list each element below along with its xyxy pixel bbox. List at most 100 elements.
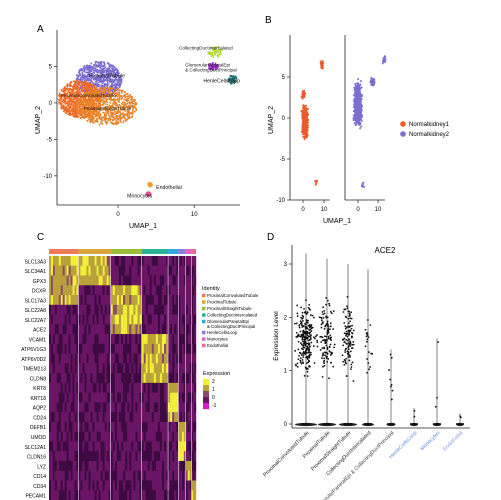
panel-c-heat-cell (66, 256, 69, 266)
panel-c-heat-cell (141, 314, 144, 325)
panel-c-heat-cell (149, 431, 152, 442)
panel-c-heat-cell (133, 441, 136, 452)
panel-c-heat-cell (166, 334, 169, 345)
panel-c-heat-cell (78, 256, 81, 266)
panel-c-heat-cell (64, 334, 67, 345)
panel-c-heat-cell (108, 343, 111, 354)
panel-c-heat-cell (141, 421, 144, 432)
panel-c-heat-cell (60, 334, 63, 345)
panel-c-heat-cell (50, 392, 54, 403)
panel-c-heat-cell (131, 431, 134, 442)
panel-c-heat-cell (74, 470, 77, 481)
panel-c-heat-cell (70, 421, 73, 432)
panel-c-heat-cell (92, 353, 95, 364)
panel-c-heat-cell (161, 334, 165, 345)
panel-c-heat-cell (106, 441, 109, 452)
panel-c-heat-cell (176, 490, 179, 500)
panel-c-heat-cell (110, 490, 113, 500)
panel-c-heat-cell (102, 402, 105, 413)
panel-c-heat-cell (168, 412, 171, 423)
panel-c-heat-cell (149, 392, 152, 403)
panel-c-heat-cell (123, 373, 126, 384)
panel-c-heat-cell (129, 275, 132, 286)
panel-c-heat-cell (64, 382, 67, 393)
panel-c-heat-cell (94, 295, 97, 305)
panel-c-heat-cell (50, 353, 54, 364)
panel-c-heat-cell (149, 460, 152, 471)
panel-c-heat-cell (72, 392, 75, 403)
panel-c-heat-cell (178, 373, 181, 384)
panel-c-heat-cell (60, 382, 63, 393)
panel-c-heat-cell (161, 421, 165, 432)
panel-c-heat-cell (92, 334, 95, 345)
panel-c-heat-cell (104, 343, 107, 354)
panel-c-heat-cell (62, 343, 65, 354)
panel-c-heat-cell (108, 460, 111, 471)
panel-c-heat-cell (180, 490, 183, 500)
panel-d-zero-points (322, 423, 332, 425)
panel-c-heat-cell (112, 343, 116, 354)
panel-c-heat-cell (168, 373, 171, 384)
panel-c-heat-cell (145, 421, 148, 432)
panel-c-heat-cell (92, 412, 95, 423)
panel-c-heat-cell (84, 441, 87, 452)
panel-c-heat-cell (86, 470, 89, 481)
panel-c-heat-cell (80, 421, 83, 432)
panel-c-heat-cell (100, 441, 103, 452)
panel-c-heat-cell (121, 392, 124, 403)
panel-c-heat-cell (135, 412, 138, 423)
panel-c-heat-cell (50, 343, 54, 354)
panel-c-heat-cell (106, 363, 109, 374)
panel-c-heat-cell (139, 460, 142, 471)
panel-c-heat-cell (151, 304, 155, 315)
panel-c-heat-cell (163, 402, 167, 413)
panel-c-heat-cell (155, 441, 159, 452)
panel-c-heat-cell (116, 451, 120, 462)
panel-c-heat-cell (114, 402, 118, 413)
panel-c-heat-cell (54, 490, 58, 500)
panel-c-heat-cell (137, 275, 140, 286)
panel-c-heat-cell (153, 256, 157, 266)
panel-c-heat-cell (66, 343, 69, 354)
panel-c-heat-cell (137, 431, 140, 442)
panel-c-heat-cell (151, 373, 155, 384)
panel-c-heat-cell (80, 431, 83, 442)
panel-c-heat-cell (49, 343, 52, 354)
panel-c-heat-cell (183, 285, 186, 296)
panel-c-heat-cell (64, 412, 67, 423)
panel-c-heat-cell (139, 392, 142, 403)
panel-c-heat-cell (153, 412, 157, 423)
panel-c-heat-cell (183, 431, 186, 442)
panel-c-heat-cell (96, 412, 99, 423)
panel-c-heat-cell (125, 460, 128, 471)
panel-c-heat-cell (92, 265, 95, 276)
panel-c-heat-cell (182, 402, 185, 413)
panel-c-heat-cell (135, 334, 138, 345)
panel-c-heat-cell (145, 412, 148, 423)
panel-c-heat-cell (166, 441, 169, 452)
panel-c-heat-cell (66, 334, 69, 345)
panel-c-heat-cell (174, 363, 177, 374)
panel-c-heat-cell (187, 363, 190, 374)
panel-c-heat-cell (64, 402, 67, 413)
panel-c-heat-cell (98, 490, 101, 500)
panel-c-heat-cell (90, 265, 93, 276)
panel-c-heat-cell (100, 451, 103, 462)
panel-c-heat-cell (176, 412, 179, 423)
panel-c-identity-label: GlomerularParietalEpi & CollectingDuctPri… (207, 319, 255, 329)
panel-c-heat-cell (96, 314, 99, 325)
panel-c-heat-cell (127, 324, 130, 335)
panel-c-heat-cell (189, 392, 192, 403)
panel-c-heat-cell (149, 470, 152, 481)
panel-c-heat-cell (82, 412, 85, 423)
panel-c-heat-cell (88, 480, 91, 491)
panel-c-heat-cell (50, 412, 54, 423)
panel-c-heat-cell (94, 373, 97, 384)
panel-c-heat-cell (155, 314, 159, 325)
panel-c-heat-cell (62, 324, 65, 335)
panel-d-points-2 (341, 296, 355, 382)
panel-c-heat-cell (182, 353, 185, 364)
panel-c-heat-cell (104, 392, 107, 403)
panel-c-heat-cell (178, 324, 181, 335)
panel-c-heat-cell (131, 480, 134, 491)
